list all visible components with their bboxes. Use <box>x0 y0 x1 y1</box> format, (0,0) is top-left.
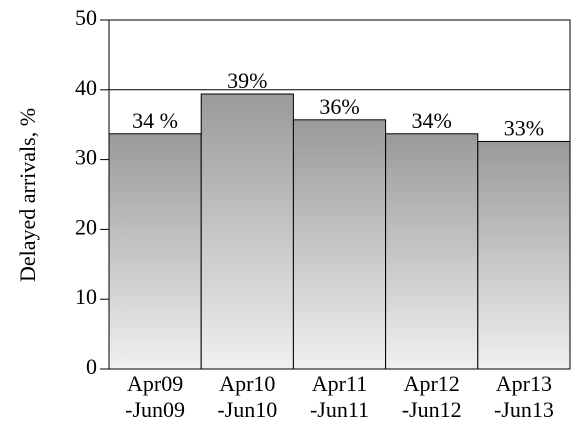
y-tick-label: 10 <box>75 284 97 309</box>
y-tick-label: 50 <box>75 5 97 30</box>
bar <box>385 133 479 370</box>
y-axis-label: Delayed arrivals, % <box>15 108 40 282</box>
x-tick-label: Apr11 -Jun11 <box>309 371 370 422</box>
data-label: 39% <box>227 68 267 93</box>
y-tick-label: 20 <box>75 214 97 239</box>
bar <box>292 119 387 370</box>
x-tick-label: Apr09 -Jun09 <box>125 371 186 422</box>
y-tick-label: 0 <box>86 354 97 379</box>
y-tick-label: 40 <box>75 75 97 100</box>
bar <box>200 93 294 370</box>
data-label: 34 % <box>132 108 178 133</box>
x-tick-label: Apr12 -Jun12 <box>401 371 462 422</box>
y-tick-label: 30 <box>75 145 97 170</box>
data-label: 36% <box>319 94 359 119</box>
x-tick-label: Apr10 -Jun10 <box>217 371 278 422</box>
data-label: 34% <box>412 108 452 133</box>
bar <box>108 133 202 370</box>
data-label: 33% <box>504 115 544 140</box>
x-tick-label: Apr13 -Jun13 <box>493 371 554 422</box>
plot-frame <box>108 19 571 370</box>
bar <box>477 140 571 370</box>
